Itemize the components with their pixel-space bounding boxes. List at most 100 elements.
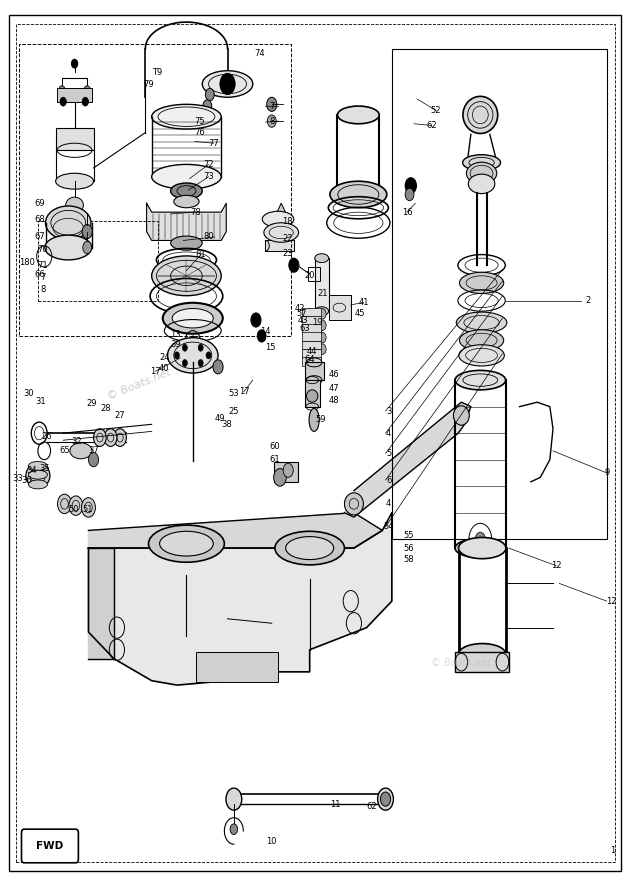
Ellipse shape [159,531,214,556]
Text: 5: 5 [386,449,391,458]
Ellipse shape [286,537,334,560]
Text: 3: 3 [386,407,391,415]
Bar [196,652,278,682]
Text: 12: 12 [551,561,561,570]
Circle shape [289,258,299,272]
Bar [302,316,321,324]
Ellipse shape [114,429,126,446]
Ellipse shape [171,236,202,250]
Text: 11: 11 [330,800,340,809]
Text: 34: 34 [27,466,37,475]
Circle shape [267,115,276,127]
Circle shape [206,352,211,359]
Circle shape [319,309,326,319]
Text: 47: 47 [329,384,339,392]
Polygon shape [88,513,382,548]
Text: 46: 46 [329,370,339,379]
Bar [302,332,321,341]
Ellipse shape [455,370,506,390]
Text: 70: 70 [38,245,48,254]
Bar [274,462,298,482]
Text: 29: 29 [87,399,97,408]
Text: 61: 61 [269,455,279,464]
Ellipse shape [456,312,507,333]
Text: 80: 80 [204,232,214,241]
Circle shape [174,352,179,359]
Circle shape [83,241,92,254]
Circle shape [267,97,277,111]
Bar [56,128,94,150]
Circle shape [60,97,66,106]
Text: 40: 40 [159,364,169,373]
Circle shape [220,73,235,95]
Text: 64: 64 [305,355,315,364]
Ellipse shape [104,429,117,446]
Polygon shape [88,548,114,659]
Bar [19,44,291,336]
Text: 28: 28 [100,404,111,413]
FancyBboxPatch shape [21,829,78,863]
Ellipse shape [28,470,47,479]
Text: 7: 7 [269,102,274,110]
Circle shape [319,332,326,343]
Text: 77: 77 [208,139,219,148]
Text: 39: 39 [171,340,181,349]
Text: 20: 20 [305,271,315,280]
Text: 31: 31 [36,397,46,406]
Ellipse shape [309,408,319,431]
Ellipse shape [378,789,393,810]
Ellipse shape [152,164,221,189]
Text: 74: 74 [254,49,264,57]
Ellipse shape [162,302,222,333]
Text: 76: 76 [194,128,205,137]
Ellipse shape [264,223,298,242]
Ellipse shape [70,443,92,459]
Bar [38,221,158,301]
Text: 33: 33 [12,474,23,483]
Text: 19: 19 [312,318,322,327]
Text: 8: 8 [40,286,46,294]
Text: 18: 18 [283,217,293,225]
Text: 50: 50 [69,505,79,514]
Text: 7: 7 [40,273,46,282]
Ellipse shape [459,330,504,351]
Text: 62: 62 [367,802,377,811]
Text: 54: 54 [384,522,394,531]
Text: 21: 21 [317,289,327,298]
Ellipse shape [46,206,91,240]
Text: 17: 17 [239,387,249,396]
Text: 27: 27 [115,411,125,420]
Bar [302,308,321,316]
Ellipse shape [28,461,47,470]
Text: 60: 60 [269,442,279,451]
Text: 59: 59 [316,415,326,423]
Text: 75: 75 [195,117,205,126]
Text: 24: 24 [159,353,169,362]
Circle shape [230,824,238,834]
Circle shape [82,97,88,106]
Circle shape [213,360,223,374]
Bar [305,362,324,380]
Bar [315,258,329,311]
Text: 14: 14 [260,327,270,336]
Text: 13: 13 [171,330,181,339]
Ellipse shape [226,789,241,810]
Circle shape [305,326,315,340]
Circle shape [405,178,416,194]
Text: 35: 35 [39,464,49,473]
Circle shape [71,59,78,68]
Text: 180: 180 [18,258,35,267]
Ellipse shape [171,183,202,199]
Text: 65: 65 [60,446,70,455]
Text: 44: 44 [307,347,317,356]
Bar [305,380,320,407]
Circle shape [82,225,92,239]
Text: 12: 12 [607,597,617,606]
Ellipse shape [463,155,501,171]
Circle shape [319,320,326,331]
Text: 26: 26 [42,432,52,441]
Circle shape [380,792,391,806]
Bar [329,295,351,320]
Text: 30: 30 [24,389,34,398]
Text: 51: 51 [82,505,92,514]
